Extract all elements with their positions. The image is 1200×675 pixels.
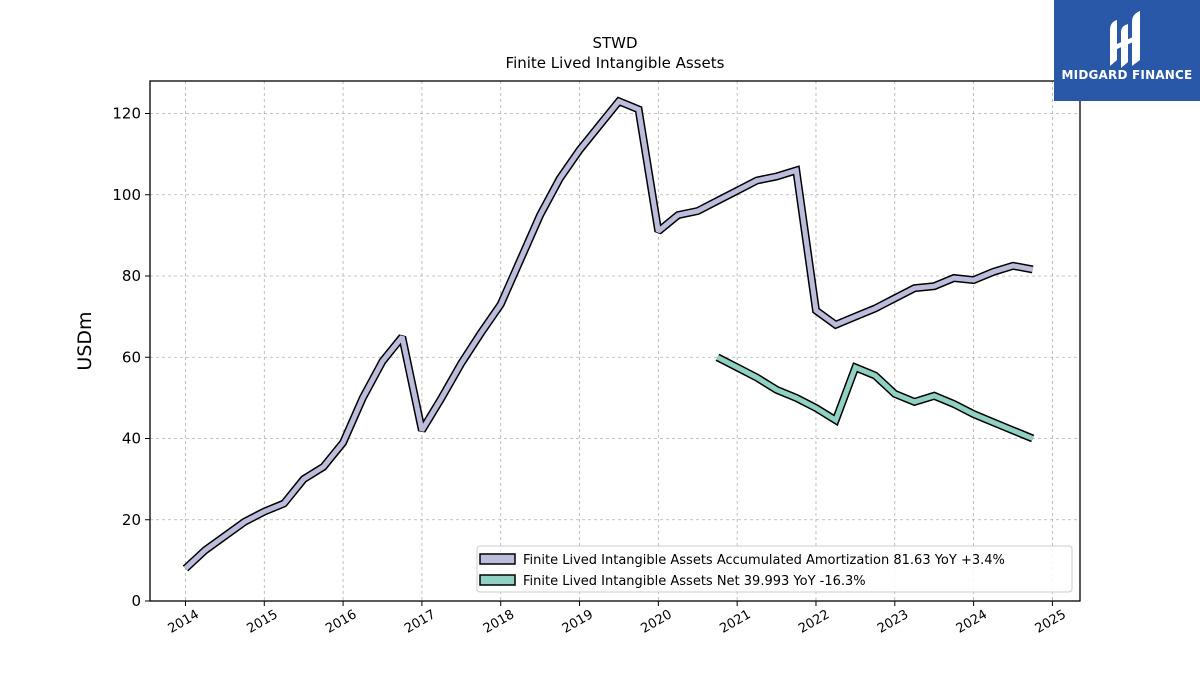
logo-text: MIDGARD FINANCE: [1061, 68, 1193, 82]
y-tick-label: 40: [122, 430, 141, 448]
x-tick-label: 2023: [875, 607, 911, 637]
legend-swatch-1: [479, 553, 516, 565]
x-tick-label: 2017: [402, 607, 438, 637]
chart-title: STWD: [592, 34, 637, 52]
x-tick-label: 2016: [323, 607, 359, 637]
x-tick-label: 2015: [244, 607, 280, 637]
y-tick-label: 60: [122, 348, 141, 366]
y-tick-label: 0: [131, 592, 141, 610]
series-stroke: [716, 355, 1034, 441]
x-tick-label: 2020: [639, 607, 675, 637]
y-axis-label: USDm: [74, 311, 96, 370]
grid: [150, 81, 1080, 602]
plot-frame: [149, 80, 1081, 602]
chart-subtitle: Finite Lived Intangible Assets: [506, 54, 725, 72]
series-line-1: [182, 96, 1034, 572]
y-tick-label: 80: [122, 267, 141, 285]
legend: Finite Lived Intangible Assets Accumulat…: [476, 545, 1073, 593]
series-outline: [715, 353, 1035, 443]
legend-label-2: Finite Lived Intangible Assets Net 39.99…: [523, 574, 866, 589]
y-tick-label: 100: [112, 186, 141, 204]
series-layer: [182, 96, 1035, 572]
x-tick-label: 2014: [166, 607, 202, 637]
legend-box: [476, 545, 1073, 593]
midgard-logo-icon: [1110, 11, 1140, 68]
midgard-finance-logo: MIDGARD FINANCE: [1054, 0, 1200, 101]
x-tick-label: 2019: [560, 607, 596, 637]
x-tick-label: 2021: [717, 607, 753, 637]
series-stroke: [183, 98, 1034, 571]
legend-swatch-2: [479, 574, 516, 586]
x-tick-label: 2025: [1033, 607, 1069, 637]
legend-label-1: Finite Lived Intangible Assets Accumulat…: [523, 553, 1005, 568]
x-tick-label: 2018: [481, 607, 517, 637]
series-line-2: [715, 353, 1035, 443]
y-tick-label: 20: [122, 511, 141, 529]
y-tick-label: 120: [112, 105, 141, 123]
x-tick-label: 2024: [954, 607, 990, 637]
series-outline: [182, 96, 1034, 572]
x-tick-label: 2022: [796, 607, 832, 637]
